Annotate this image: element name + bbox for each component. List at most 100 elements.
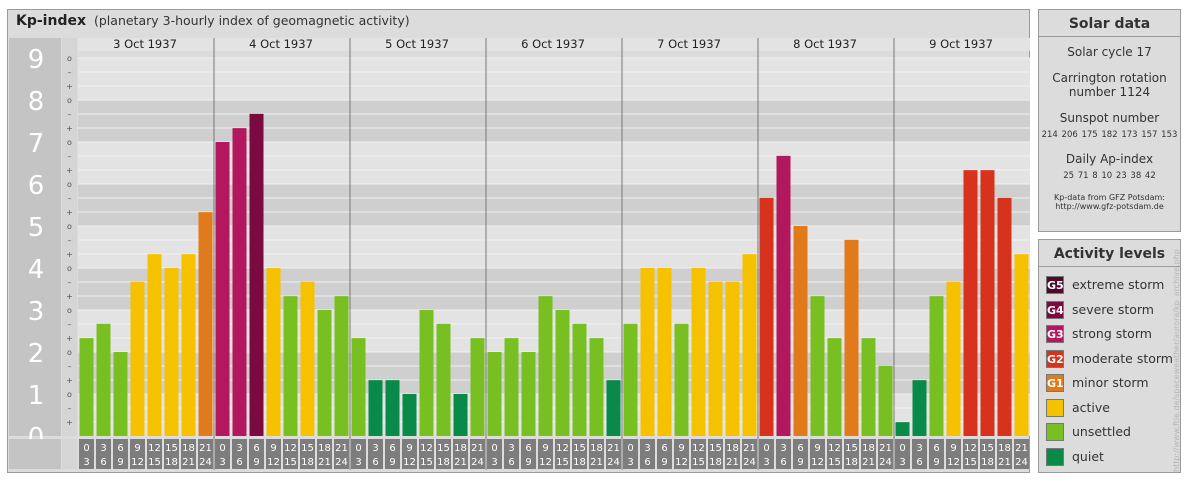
interval-start-label: 6 [389,443,395,454]
interval-box [946,439,961,469]
y-axis-band [9,38,61,436]
interval-end-label: 3 [627,457,633,468]
interval-end-label: 21 [590,457,603,468]
y-tick-label: 9 [28,45,45,75]
interval-start-label: 3 [780,443,786,454]
y-minor-label: + [66,208,73,217]
legend-item: G1 minor storm [1046,373,1176,393]
activity-levels-panel: Activity levels G5 extreme storm G4 severe … [1038,239,1181,473]
kp-bar [351,338,366,436]
y-minor-label: + [66,292,73,301]
interval-start-label: 18 [590,443,603,454]
kp-bar [470,338,485,436]
interval-start-label: 0 [83,443,89,454]
kp-bar [232,128,247,436]
interval-end-label: 24 [607,457,620,468]
interval-end-label: 18 [165,457,178,468]
day-label: 6 Oct 1937 [521,37,585,51]
chart-title: Kp-index (planetary 3-hourly index of geo… [16,13,410,29]
kp-bar [997,197,1012,436]
kp-bar [96,323,111,436]
day-label: 3 Oct 1937 [113,37,177,51]
kp-bar [640,268,655,436]
y-tick-label: 7 [28,129,45,159]
axis-foot-box [9,439,61,469]
legend-label: minor storm [1072,375,1149,390]
interval-start-label: 3 [508,443,514,454]
interval-end-label: 9 [661,457,667,468]
interval-end-label: 3 [491,457,497,468]
interval-box [674,439,689,469]
interval-box [827,439,842,469]
interval-start-label: 18 [862,443,875,454]
day-label: 8 Oct 1937 [793,37,857,51]
y-minor-label: o [67,180,72,189]
interval-end-label: 24 [199,457,212,468]
interval-end-label: 21 [182,457,195,468]
interval-start-label: 12 [964,443,977,454]
interval-box [113,439,128,469]
chart-subtitle: (planetary 3-hourly index of geomagnetic… [94,13,410,28]
legend-swatch: G2 [1046,349,1064,368]
interval-end-label: 15 [420,457,433,468]
y-minor-label: – [68,404,72,413]
kp-bar [266,268,281,436]
kp-bar [453,394,468,436]
legend-item: G4 severe storm [1046,300,1176,320]
interval-end-label: 9 [797,457,803,468]
interval-start-label: 9 [270,443,276,454]
kp-bar [861,338,876,436]
interval-box [759,439,774,469]
band-stripe [78,100,1030,142]
interval-box [198,439,213,469]
ap-index-values: 25 71 8 10 23 38 42 [1063,171,1156,181]
legend-item: quiet [1046,447,1176,467]
y-minor-label: – [68,68,72,77]
interval-start-label: 21 [471,443,484,454]
interval-box [810,439,825,469]
kp-bar [742,254,757,436]
interval-box [232,439,247,469]
interval-end-label: 9 [253,457,259,468]
y-minor-label: + [66,166,73,175]
interval-end-label: 15 [148,457,161,468]
y-minor-label: + [66,418,73,427]
kp-bar [385,380,400,436]
interval-end-label: 21 [318,457,331,468]
kp-bar [708,281,723,436]
interval-box [96,439,111,469]
interval-start-label: 0 [763,443,769,454]
legend-swatch: G3 [1046,325,1064,343]
y-minor-label: o [67,54,72,63]
interval-start-label: 12 [420,443,433,454]
interval-start-label: 9 [406,443,412,454]
y-minor-label: o [67,96,72,105]
interval-start-label: 15 [301,443,314,454]
interval-box [368,439,383,469]
interval-end-label: 15 [284,457,297,468]
y-tick-label: 4 [28,255,45,285]
interval-start-label: 12 [692,443,705,454]
kp-bar [436,323,451,436]
interval-end-label: 18 [437,457,450,468]
interval-end-label: 21 [862,457,875,468]
interval-box [470,439,485,469]
kp-bar [538,296,553,436]
carrington-line1: Carrington rotation [1052,71,1167,85]
legend-swatch [1046,398,1064,417]
interval-box [436,439,451,469]
source-line1: Kp-data from GFZ Potsdam: [1054,193,1165,202]
y-tick-label: 2 [28,339,45,369]
kp-bar [147,254,162,436]
interval-box [691,439,706,469]
interval-end-label: 24 [471,457,484,468]
interval-start-label: 15 [437,443,450,454]
kp-bar [1014,254,1029,436]
legend-item: G5 extreme storm [1046,275,1176,295]
interval-end-label: 9 [933,457,939,468]
y-minor-label: o [67,222,72,231]
kp-bar [130,281,145,436]
watermark-url: http://www.ftie.de/spaceweather/aurora/k… [1172,249,1181,472]
kp-bar [402,394,417,436]
interval-start-label: 15 [709,443,722,454]
